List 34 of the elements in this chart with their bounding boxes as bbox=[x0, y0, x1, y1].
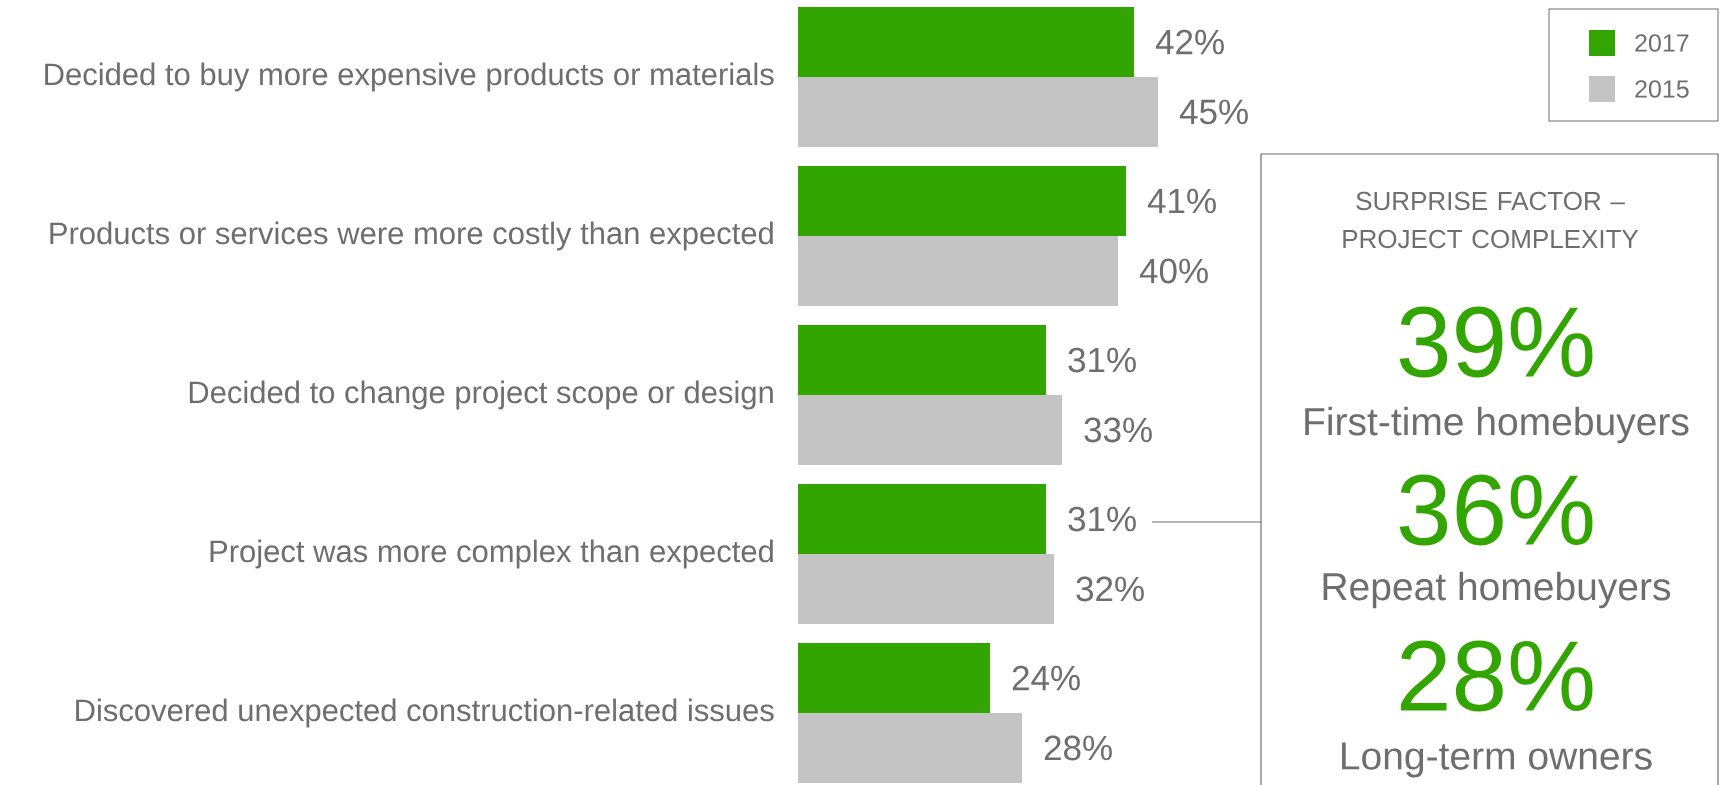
legend-label: 2017 bbox=[1635, 34, 1689, 52]
y-tick-label: Project was more complex than expected bbox=[210, 539, 773, 569]
bar bbox=[797, 77, 1158, 147]
text: 39% bbox=[1399, 306, 1593, 378]
data-label: 41% bbox=[1147, 188, 1216, 214]
data-label: 42% bbox=[1155, 29, 1224, 55]
text: First-time homebuyers bbox=[1305, 406, 1689, 444]
data-label: 45% bbox=[1179, 99, 1248, 125]
text: 36% bbox=[1399, 474, 1593, 546]
bar bbox=[797, 395, 1062, 465]
bar bbox=[797, 713, 1022, 783]
y-tick-label: Discovered unexpected construction-related issues bbox=[76, 698, 774, 728]
data-label: 32% bbox=[1076, 576, 1144, 602]
legend-label: 2015 bbox=[1635, 80, 1689, 98]
data-label: 31% bbox=[1068, 347, 1136, 373]
data-label: 40% bbox=[1139, 258, 1208, 284]
bar bbox=[797, 554, 1054, 624]
text: SURPRISE FACTOR – PROJECT COMPLEXITY bbox=[1343, 191, 1639, 249]
text: Long-term owners bbox=[1342, 742, 1652, 778]
bar bbox=[797, 166, 1126, 236]
bar bbox=[797, 325, 1046, 396]
data-label: 28% bbox=[1044, 735, 1112, 761]
bar bbox=[797, 643, 990, 714]
data-label: 24% bbox=[1012, 665, 1080, 691]
text: 28% bbox=[1400, 640, 1593, 712]
data-label: 31% bbox=[1068, 506, 1136, 532]
text: Repeat homebuyers bbox=[1323, 571, 1671, 609]
bar bbox=[797, 7, 1134, 77]
bar bbox=[797, 236, 1118, 306]
data-label: 33% bbox=[1084, 417, 1152, 443]
y-tick-label: Products or services were more costly than expected bbox=[50, 221, 773, 251]
bar bbox=[797, 484, 1046, 555]
y-tick-label: Decided to change project scope or design bbox=[189, 380, 773, 410]
y-tick-label: Decided to buy more expensive products or materials bbox=[45, 62, 774, 92]
